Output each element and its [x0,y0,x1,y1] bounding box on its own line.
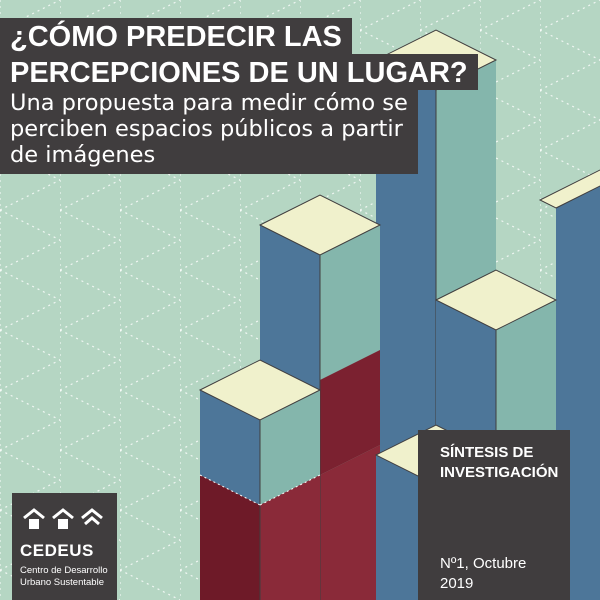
series-title-line: INVESTIGACIÓN [440,464,559,481]
title-block: ¿CÓMO PREDECIR LAS PERCEPCIONES DE UN LU… [0,18,478,174]
series-title: SÍNTESIS DE INVESTIGACIÓN [440,443,558,483]
logo-tagline: Centro de Desarrollo Urbano Sustentable [20,565,108,589]
cover-subtitle-line: de imágenes [10,142,156,168]
cover-subtitle-line: perciben espacios públicos a partir [10,116,403,142]
cover-subtitle-line: Una propuesta para medir cómo se [10,90,408,116]
issue-number: Nº1, Octubre [440,555,527,572]
logo-tagline-line: Centro de Desarrollo [20,565,108,576]
house-icon [81,508,103,526]
logo-tagline-line: Urbano Sustentable [20,577,104,588]
series-label-box: SÍNTESIS DE INVESTIGACIÓN Nº1, Octubre 2… [418,430,570,600]
cover-title-line: ¿CÓMO PREDECIR LAS [0,18,352,54]
cedeus-logo: CEDEUS Centro de Desarrollo Urbano Suste… [12,493,117,600]
series-title-line: SÍNTESIS DE [440,444,534,461]
logo-name: CEDEUS [20,541,94,560]
cover-title-line: PERCEPCIONES DE UN LUGAR? [0,54,478,90]
issue-year: 2019 [440,575,474,592]
logo-icons [23,508,103,529]
cover-subtitle: Una propuesta para medir cómo se percibe… [0,90,418,174]
cube-column [198,359,322,600]
house-icon [23,508,45,529]
issue-info: Nº1, Octubre 2019 [440,554,526,594]
house-icon [52,508,74,529]
